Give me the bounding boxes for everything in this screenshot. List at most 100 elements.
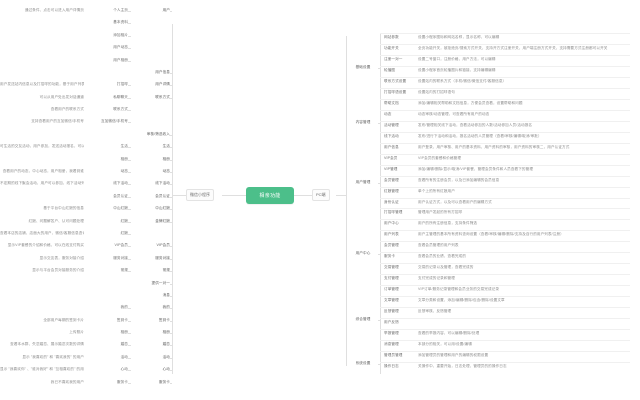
left-group-label[interactable]: 婚恋 bbox=[162, 342, 170, 347]
left-group-label[interactable]: 用户详情 bbox=[155, 82, 170, 87]
left-group-label[interactable]: 审核/筛选收入 bbox=[146, 131, 170, 136]
right-row-name[interactable]: 管理员管理 bbox=[384, 353, 403, 358]
right-row-name[interactable]: 轮播图 bbox=[384, 67, 396, 72]
left-leaf-label[interactable]: 互加微信/手机号 bbox=[101, 119, 128, 124]
left-group-label[interactable]: 我的 bbox=[162, 305, 170, 310]
left-leaf-label[interactable]: 生活 bbox=[120, 144, 128, 149]
right-category-label[interactable]: 系统设置 bbox=[355, 361, 371, 366]
left-leaf-label[interactable]: 用户动态 bbox=[113, 45, 128, 50]
left-leaf-label[interactable]: 个人主页 bbox=[113, 8, 128, 12]
right-row-name[interactable]: 网站参数 bbox=[384, 35, 399, 39]
right-row-name[interactable]: 交易管理 bbox=[384, 265, 399, 270]
left-leaf-label[interactable]: 我的 bbox=[120, 305, 128, 310]
left-group-label[interactable]: 动态 bbox=[162, 169, 170, 174]
right-row-name[interactable]: 联系方式设置 bbox=[384, 78, 407, 83]
left-leaf-label[interactable]: 线下活动 bbox=[113, 181, 128, 186]
left-group-label[interactable]: 服务卡 bbox=[158, 379, 170, 384]
left-leaf-label[interactable]: 基本资料 bbox=[113, 20, 128, 25]
left-group-label[interactable]: 用户 bbox=[162, 8, 170, 12]
left-leaf-label[interactable]: 私聊聊天 bbox=[113, 94, 128, 99]
left-group-label[interactable]: 中山红娘 bbox=[155, 206, 170, 211]
left-leaf-label[interactable]: 联系方式 bbox=[113, 107, 128, 112]
right-row-name[interactable]: 红娘管理 bbox=[384, 188, 399, 193]
right-row-name[interactable]: 服务卡 bbox=[384, 254, 396, 259]
right-row-name[interactable]: 消息管理 bbox=[384, 342, 399, 347]
left-leaf-label[interactable]: 服务卡 bbox=[116, 379, 128, 384]
right-row-name[interactable]: 动态 bbox=[384, 111, 392, 116]
left-group-label[interactable]: 线下活动 bbox=[155, 181, 170, 186]
right-row-name[interactable]: 打招呼语设置 bbox=[384, 89, 407, 94]
left-group-label[interactable]: 提供一对一 bbox=[151, 280, 170, 285]
right-row-name[interactable]: 帮助文档 bbox=[384, 100, 399, 105]
right-row-desc: 交易的记录以及管理，查看完成的 bbox=[418, 265, 474, 270]
right-row-name[interactable]: VIP管理 bbox=[384, 166, 398, 171]
right-row-name[interactable]: 身份认证 bbox=[384, 199, 399, 204]
connector-left-leaf bbox=[128, 320, 131, 322]
left-group-label[interactable]: 相册 bbox=[162, 330, 170, 335]
left-leaf-label[interactable]: 会员认证 bbox=[113, 193, 128, 198]
right-row-name[interactable]: VIP会员 bbox=[384, 155, 398, 160]
right-category-label[interactable]: 用户管理 bbox=[355, 180, 371, 185]
left-leaf-label[interactable]: 活动 bbox=[120, 354, 128, 359]
right-row-name[interactable]: 注册一对一 bbox=[384, 56, 403, 61]
right-row-separator bbox=[380, 230, 630, 232]
left-group-label[interactable]: 生活 bbox=[162, 144, 170, 149]
right-row-name[interactable]: 反馈管理 bbox=[384, 309, 399, 314]
left-group-label[interactable]: 常规 bbox=[162, 268, 170, 273]
left-leaf-label[interactable]: 动态 bbox=[120, 169, 128, 174]
right-category-label[interactable]: 内容管理 bbox=[355, 119, 371, 124]
connector-left-group bbox=[170, 172, 172, 174]
right-row-name[interactable]: 打招呼管理 bbox=[384, 210, 403, 215]
right-row-name[interactable]: 用户信息 bbox=[384, 144, 399, 149]
right-row-name[interactable]: 用户中心 bbox=[384, 221, 399, 226]
left-leaf-label[interactable]: 婚恋 bbox=[120, 342, 128, 347]
left-group-label[interactable]: 服务对接 bbox=[155, 255, 170, 260]
right-row-name[interactable]: 会员管理 bbox=[384, 177, 399, 182]
root-node[interactable]: 相亲功能 bbox=[246, 187, 294, 204]
right-row-name[interactable]: 线下活动 bbox=[384, 133, 399, 138]
branch-right-pc[interactable]: PC端 bbox=[312, 189, 330, 201]
right-category-label[interactable]: 综合管理 bbox=[355, 317, 371, 322]
left-leaf-label[interactable]: 签到卡 bbox=[116, 317, 128, 322]
left-leaf-label[interactable]: 中山红娘 bbox=[113, 206, 128, 211]
left-leaf-label[interactable]: VIP会员 bbox=[114, 243, 128, 248]
right-row-name[interactable]: 用户反馈 bbox=[384, 320, 399, 325]
right-category-label[interactable]: 基础设置 bbox=[355, 64, 371, 69]
right-row-name[interactable]: 文章管理 bbox=[384, 298, 399, 303]
right-row-name[interactable]: 活动管理 bbox=[384, 122, 399, 127]
left-leaf-label[interactable]: 用户相册 bbox=[113, 57, 128, 62]
right-row-name[interactable]: 功能开关 bbox=[384, 45, 399, 50]
left-leaf-label[interactable]: 相册 bbox=[120, 330, 128, 335]
left-leaf-label[interactable]: 心动 bbox=[120, 367, 128, 372]
right-row-separator bbox=[380, 274, 630, 276]
left-leaf-desc: 用户发送站内信息以及打招呼的功能，基于用户列表 bbox=[0, 82, 84, 87]
right-row-name[interactable]: 会员管理 bbox=[384, 243, 399, 248]
left-leaf-label[interactable]: 服务对接 bbox=[113, 255, 128, 260]
left-group-label[interactable]: VIP会员 bbox=[156, 243, 170, 248]
right-row-desc: 本部分的相关，可以用/设置/编辑 bbox=[418, 342, 472, 347]
right-row-name[interactable]: 举报管理 bbox=[384, 331, 399, 336]
right-row-separator bbox=[380, 153, 630, 155]
left-leaf-label[interactable]: 添加相片 bbox=[113, 32, 128, 37]
left-group-label[interactable]: 用户信息 bbox=[155, 69, 170, 74]
left-group-label[interactable]: 相册 bbox=[162, 156, 170, 161]
right-row-name[interactable]: 用户列表 bbox=[384, 232, 399, 237]
left-group-label[interactable]: 消息 bbox=[162, 292, 170, 297]
left-group-label[interactable]: 金牌红娘 bbox=[155, 218, 170, 223]
left-leaf-label[interactable]: 常规 bbox=[120, 268, 128, 273]
right-category-label[interactable]: 用户中心 bbox=[355, 251, 371, 256]
connector-left-leaf bbox=[128, 97, 131, 99]
left-group-label[interactable]: 活动 bbox=[162, 354, 170, 359]
left-group-label[interactable]: 会员认证 bbox=[155, 193, 170, 198]
right-row-name[interactable]: 订单管理 bbox=[384, 287, 399, 292]
left-group-label[interactable]: 联系方式 bbox=[155, 94, 170, 99]
left-leaf-label[interactable]: 打招呼 bbox=[116, 82, 128, 87]
left-leaf-label[interactable]: 红娘 bbox=[120, 218, 128, 223]
branch-left-wechat[interactable]: 微信小程序 bbox=[186, 189, 214, 201]
left-leaf-label[interactable]: 红娘 bbox=[120, 230, 128, 235]
right-row-name[interactable]: 支付管理 bbox=[384, 276, 399, 281]
left-group-label[interactable]: 心动 bbox=[162, 367, 170, 372]
left-group-label[interactable]: 签到卡 bbox=[158, 317, 170, 322]
right-row-name[interactable]: 操作日志 bbox=[384, 364, 399, 369]
left-leaf-label[interactable]: 相册 bbox=[120, 156, 128, 161]
